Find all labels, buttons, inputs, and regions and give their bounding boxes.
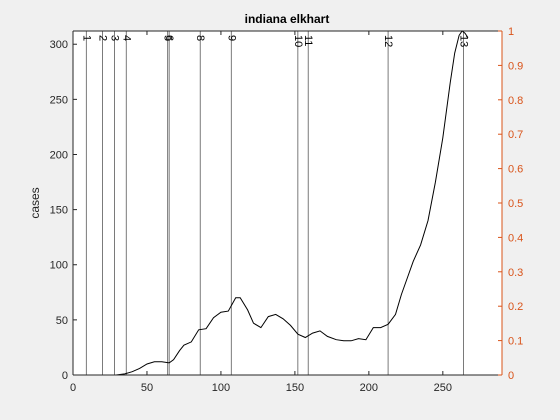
x-tick-label: 100	[212, 382, 230, 394]
y2-tick-label: 0.2	[508, 301, 523, 313]
x-tick-label: 250	[434, 382, 452, 394]
event-label: 12	[382, 35, 394, 47]
y2-tick-label: 0.1	[508, 336, 523, 348]
event-label: 2	[97, 35, 109, 41]
series-line	[115, 30, 469, 376]
x-tick-label: 150	[286, 382, 304, 394]
x-tick-label: 200	[360, 382, 378, 394]
event-label: 1	[80, 35, 92, 41]
event-label: 11	[302, 35, 314, 46]
event-label: 4	[120, 35, 132, 41]
y-tick-label: 100	[50, 260, 68, 272]
ticks: 0 50 100 150 200 250 0 50 100 150 200 250 300 0 0.1 0.2…	[50, 26, 524, 394]
y2-tick-label: 0.7	[508, 129, 523, 141]
event-label: 5	[162, 35, 174, 41]
y2-tick-label: 0	[508, 370, 514, 382]
y-axis-title: cases	[28, 187, 42, 218]
event-label: 10	[292, 35, 304, 47]
y-tick-label: 250	[50, 94, 68, 106]
event-label: 9	[225, 35, 237, 41]
y2-tick-label: 1	[508, 26, 514, 38]
y-tick-label: 300	[50, 39, 68, 51]
event-label: 13	[458, 35, 470, 47]
y2-tick-label: 0.9	[508, 60, 523, 72]
y-tick-label: 150	[50, 205, 68, 217]
y2-tick-label: 0.6	[508, 164, 523, 176]
event-label: 8	[194, 35, 206, 41]
x-tick-label: 50	[141, 382, 153, 394]
y-tick-label: 50	[56, 315, 68, 327]
y2-tick-label: 0.3	[508, 267, 523, 279]
y-tick-label: 200	[50, 149, 68, 161]
chart-title: indiana elkhart	[245, 12, 330, 26]
y2-tick-label: 0.8	[508, 95, 523, 107]
plot-area	[73, 31, 502, 375]
y-tick-label: 0	[62, 370, 68, 382]
y2-tick-label: 0.5	[508, 198, 523, 210]
event-label: 6	[163, 35, 175, 41]
y2-tick-label: 0.4	[508, 232, 523, 244]
x-tick-label: 0	[70, 382, 76, 394]
event-label: 3	[108, 35, 120, 41]
